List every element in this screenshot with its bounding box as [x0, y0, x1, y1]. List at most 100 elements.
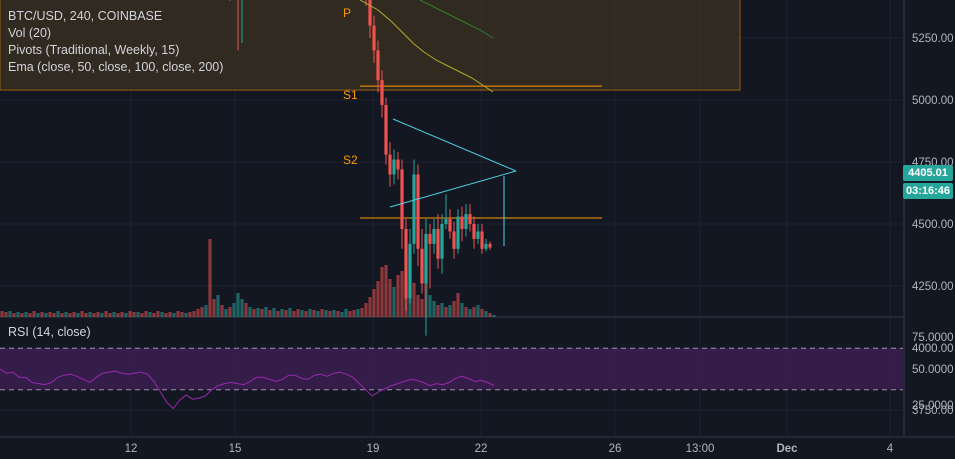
- candle-body: [416, 174, 420, 249]
- candle-body: [428, 233, 432, 244]
- volume-bar: [240, 299, 244, 317]
- time-tick-label: 22: [475, 443, 488, 455]
- volume-bar: [224, 309, 228, 317]
- candle-body: [448, 219, 452, 232]
- candle-body: [400, 169, 404, 229]
- volume-bar: [108, 313, 112, 317]
- volume-bar: [132, 312, 136, 317]
- volume-bar: [480, 309, 484, 317]
- price-tick-label: 4000.00: [912, 343, 954, 355]
- candle-body: [488, 243, 492, 248]
- candle-body: [452, 231, 456, 249]
- legend-symbol[interactable]: BTC/USD, 240, COINBASE: [8, 9, 163, 23]
- volume-bar: [44, 313, 48, 317]
- volume-bar: [364, 303, 368, 317]
- volume-bar: [268, 310, 272, 317]
- volume-bar: [200, 307, 204, 317]
- volume-bar: [260, 309, 264, 317]
- legend-ema[interactable]: Ema (close, 50, close, 100, close, 200): [8, 60, 224, 74]
- volume-bar: [216, 295, 220, 317]
- volume-bar: [464, 307, 468, 317]
- volume-bar: [176, 311, 180, 317]
- volume-bar: [4, 312, 8, 317]
- volume-bar: [112, 312, 116, 317]
- volume-bar: [436, 305, 440, 317]
- ema-lines: [359, 0, 494, 93]
- volume-bar: [484, 311, 488, 317]
- candle-body: [380, 80, 384, 105]
- rsi-tick-label: 75.0000: [912, 332, 954, 344]
- pivot-label: S1: [343, 88, 358, 102]
- volume-bar: [160, 312, 164, 317]
- price-tick-label: 4250.00: [912, 281, 954, 293]
- volume-bar: [388, 279, 392, 317]
- volume-bar: [56, 311, 60, 317]
- volume-bar: [208, 239, 212, 317]
- candle-body: [464, 214, 468, 229]
- volume-bar: [392, 287, 396, 317]
- rsi-band: [0, 347, 903, 391]
- volume-bar: [288, 308, 292, 317]
- candle-body: [424, 233, 428, 284]
- volume-bar: [444, 307, 448, 317]
- rsi-legend[interactable]: RSI (14, close): [8, 325, 91, 339]
- candle-body: [440, 224, 444, 259]
- candle-body: [372, 25, 376, 51]
- volume-bar: [220, 305, 224, 317]
- volume-bar: [416, 295, 420, 317]
- volume-bar: [68, 313, 72, 317]
- time-tick-label: 15: [229, 443, 242, 455]
- volume-bar: [20, 313, 24, 317]
- volume-bar: [396, 275, 400, 317]
- volume-bar: [336, 311, 340, 317]
- volume-bar: [356, 309, 360, 317]
- candle-body: [408, 243, 412, 299]
- candle-body: [396, 159, 400, 170]
- volume-bar: [140, 313, 144, 317]
- legend-volume[interactable]: Vol (20): [8, 26, 52, 40]
- price-tick-label: 4500.00: [912, 219, 954, 231]
- volume-bar: [300, 310, 304, 317]
- volume-bar: [272, 308, 276, 317]
- volume-bar: [428, 295, 432, 317]
- countdown-tag: 03:16:46: [903, 183, 953, 199]
- volume-bar: [324, 310, 328, 317]
- triangle-upper-line: [392, 118, 517, 172]
- volume-bar: [172, 313, 176, 317]
- candle-body: [432, 228, 436, 244]
- volume-bar: [144, 311, 148, 317]
- volume-bar: [104, 311, 108, 317]
- candle-body: [436, 228, 440, 259]
- volume-bar: [8, 311, 12, 317]
- volume-bar: [468, 309, 472, 317]
- volume-bar: [100, 313, 104, 317]
- volume-bar: [488, 313, 492, 317]
- volume-bar: [456, 293, 460, 317]
- time-tick-label: 13:00: [686, 443, 715, 455]
- volume-bar: [24, 312, 28, 317]
- chart-legend: BTC/USD, 240, COINBASE Vol (20) Pivots (…: [8, 8, 223, 76]
- volume-bar: [148, 312, 152, 317]
- candle-body: [420, 248, 424, 284]
- volume-bar: [64, 312, 68, 317]
- volume-bar: [340, 312, 344, 317]
- volume-bar: [256, 308, 260, 317]
- volume-bar: [264, 307, 268, 317]
- rsi-tick-label: 50.0000: [912, 364, 954, 376]
- time-tick-label: 19: [367, 443, 380, 455]
- volume-bar: [96, 312, 100, 317]
- volume-bar: [76, 313, 80, 317]
- pivot-label: P: [343, 6, 351, 20]
- volume-bar: [136, 312, 140, 317]
- volume-bar: [188, 312, 192, 317]
- legend-pivots[interactable]: Pivots (Traditional, Weekly, 15): [8, 43, 180, 57]
- candle-body: [472, 224, 476, 239]
- time-tick-label: 26: [609, 443, 622, 455]
- candle-body: [476, 231, 480, 239]
- candle-body: [484, 243, 488, 249]
- volume-bar: [284, 310, 288, 317]
- volume-bar: [152, 313, 156, 317]
- volume-bar: [116, 313, 120, 317]
- volume-bar: [352, 310, 356, 317]
